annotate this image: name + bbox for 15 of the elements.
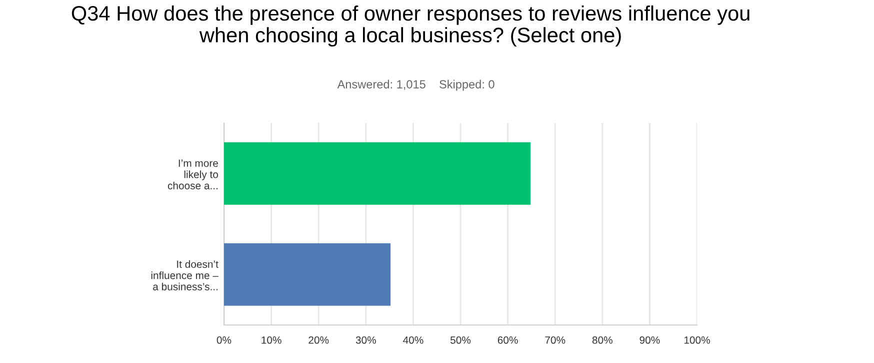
x-tick-label: 70% (545, 336, 566, 344)
x-tick-label: 20% (308, 336, 329, 344)
y-tick-label: It doesn’t influence me – a business’s... (151, 260, 218, 290)
chart-title: Q34 How does the presence of owner responses to reviews influence you when choosing a local business? (Select one) (72, 5, 750, 47)
x-tick-label: 10% (262, 336, 282, 344)
x-tick-label: 40% (403, 336, 424, 344)
x-tick-label: 60% (498, 336, 518, 344)
x-tick-label: 90% (640, 336, 660, 344)
y-tick-label: I’m more likely to choose a... (168, 160, 218, 190)
x-tick-label: 100% (684, 336, 710, 344)
chart-subtitle: Answered: 1,015 Skipped: 0 (337, 80, 494, 91)
x-tick-label: 30% (356, 336, 376, 344)
x-tick-label: 50% (450, 336, 471, 344)
x-tick-label: 0% (216, 336, 232, 344)
x-tick-label: 80% (592, 336, 612, 344)
